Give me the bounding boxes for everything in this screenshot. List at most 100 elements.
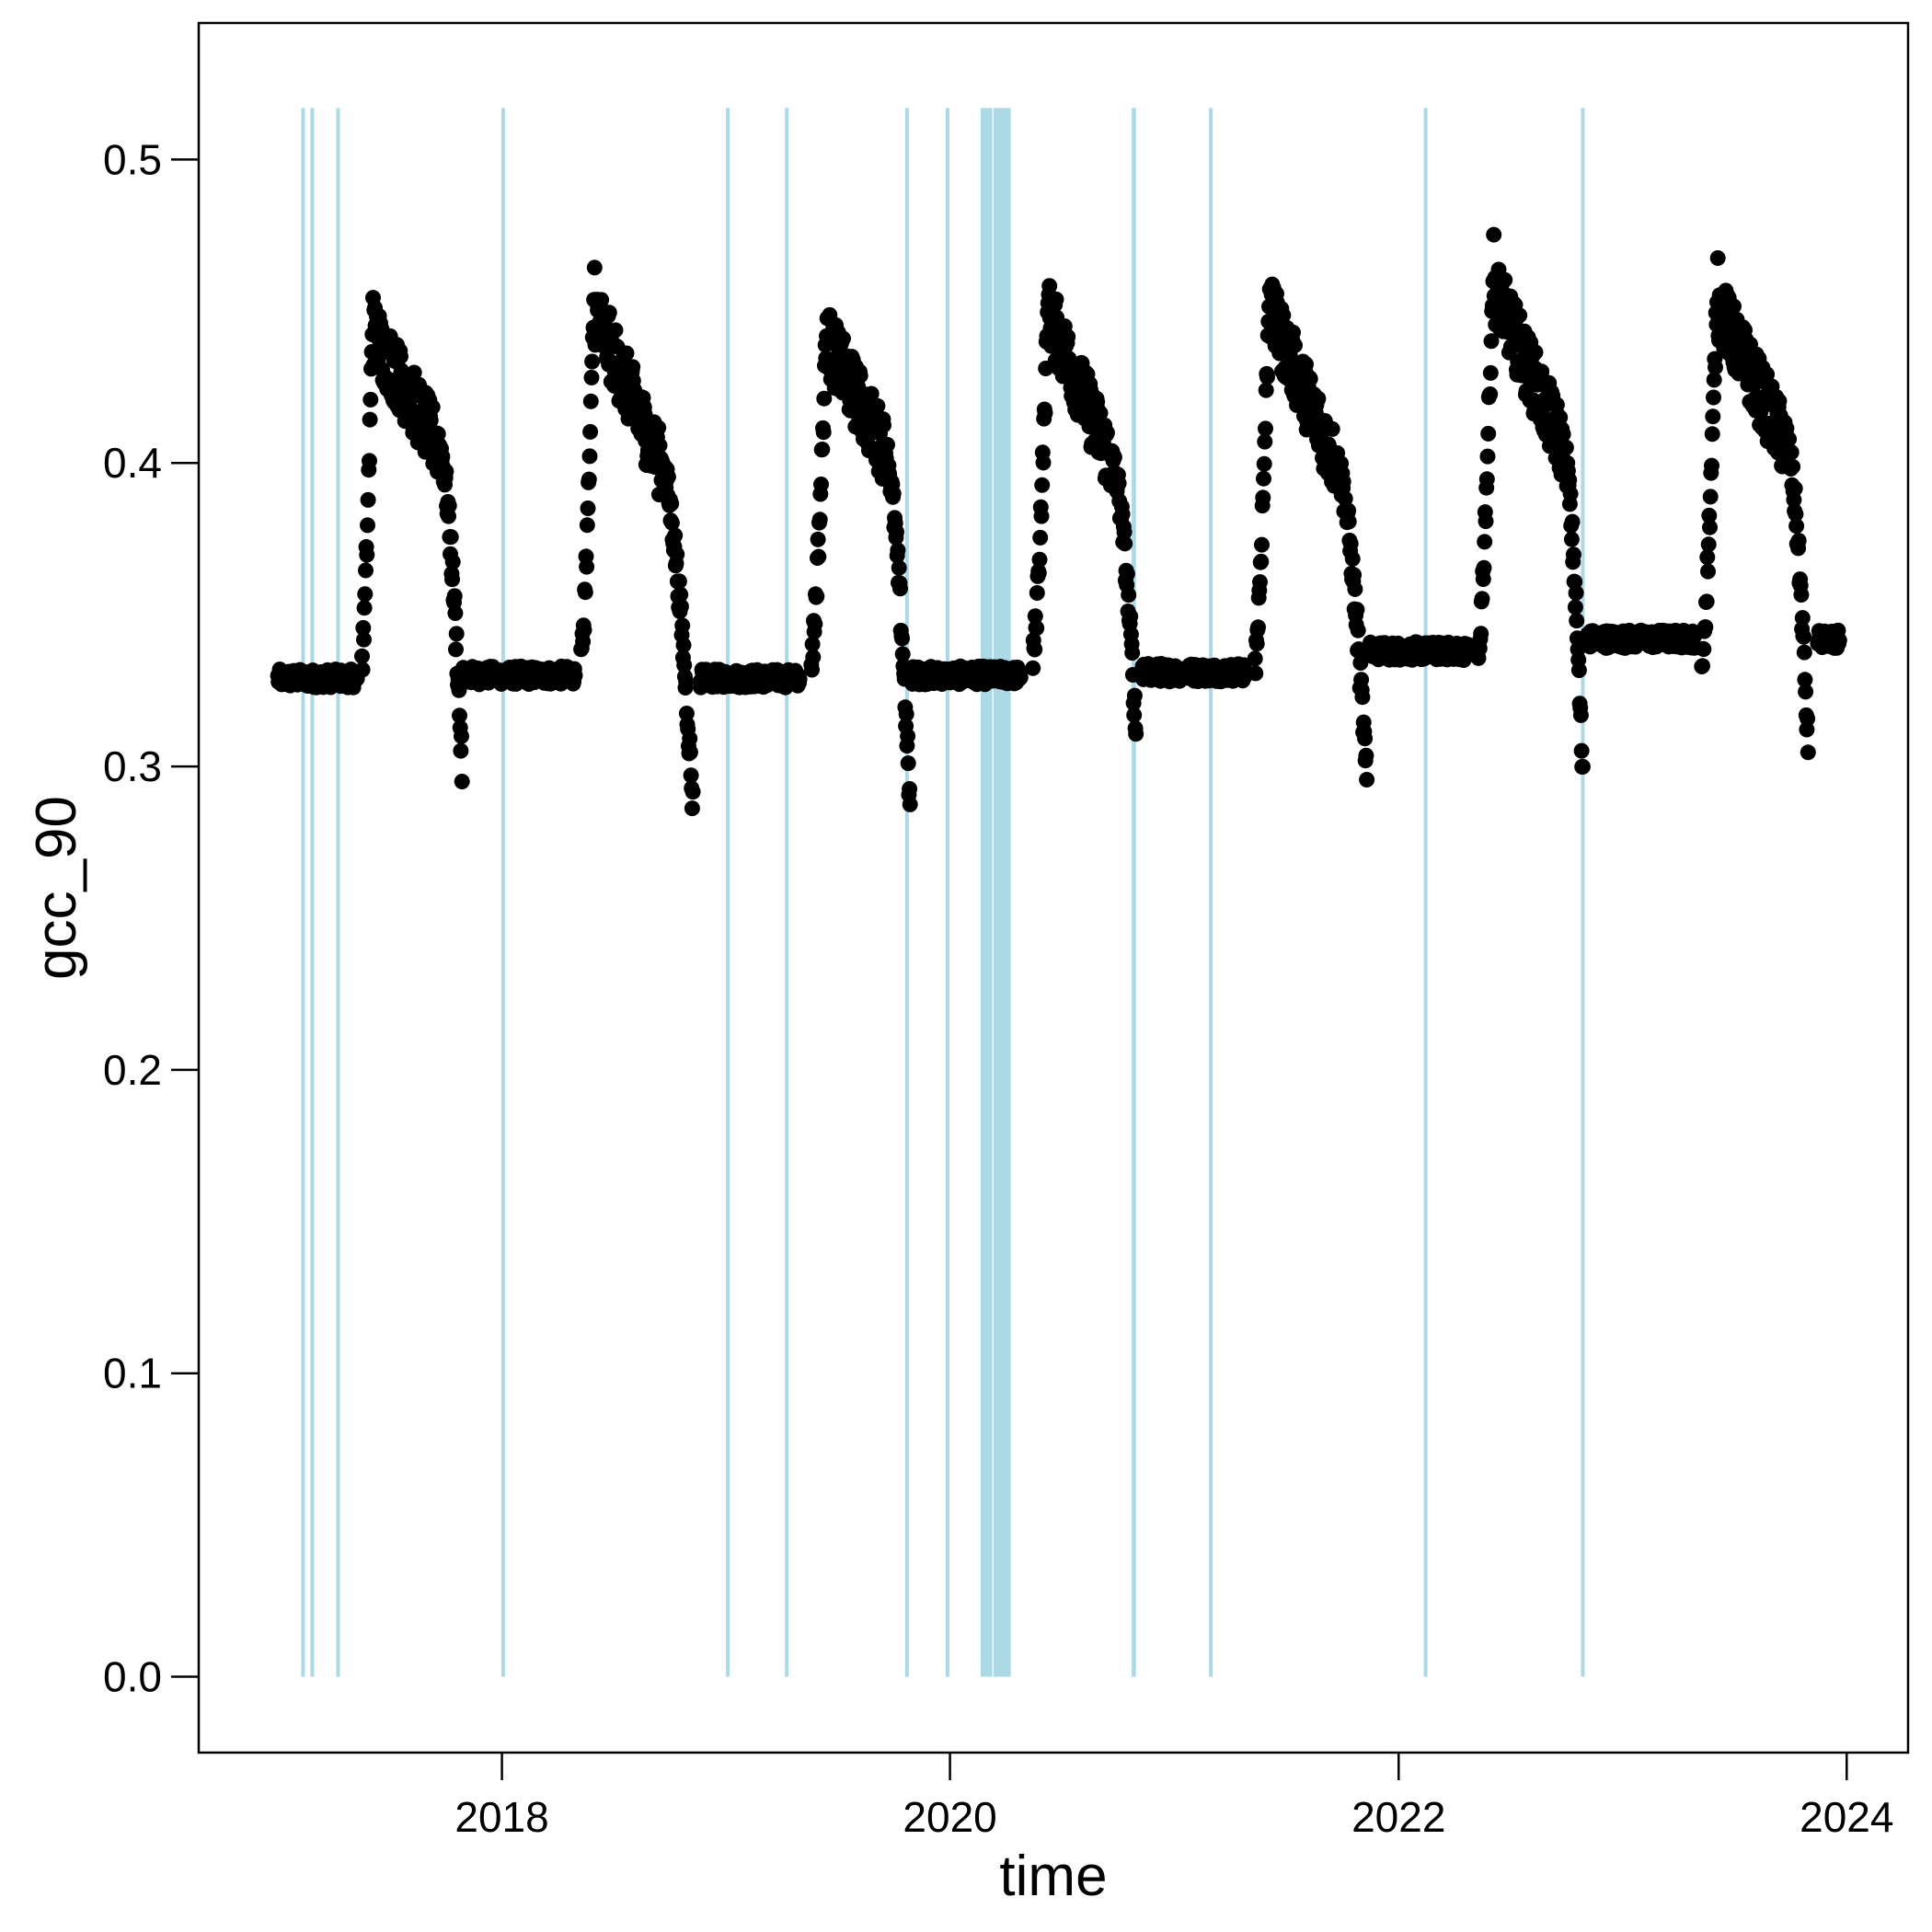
data-point [1302,371,1318,387]
data-point [880,436,895,453]
data-point [406,364,422,381]
data-point [356,600,373,616]
data-point [894,646,911,662]
data-point [1787,480,1803,497]
data-point [890,542,906,558]
data-point [1256,470,1271,487]
data-point [1788,506,1804,523]
data-point [813,477,829,492]
data-point [441,498,457,514]
data-point [453,742,469,759]
data-point [1477,534,1493,550]
data-point [1248,665,1264,682]
data-point [902,781,918,797]
data-point [1704,426,1720,443]
data-point [667,527,684,544]
data-point [835,330,851,347]
data-point [805,649,822,665]
y-tick-label: 0.2 [103,1046,162,1094]
data-point [1124,667,1141,683]
data-point [885,486,902,501]
data-point [454,728,469,744]
data-point [1342,535,1359,552]
data-point [362,391,379,408]
data-point [1572,707,1589,723]
data-point [1258,382,1274,398]
data-point [1563,531,1580,547]
data-point [1119,566,1135,582]
data-point [360,517,375,534]
data-point [1478,471,1495,488]
data-point [1250,619,1266,636]
data-point [1759,366,1776,383]
plot-frame [197,21,1910,1754]
data-point [1358,747,1374,764]
data-point [1337,490,1353,507]
data-point [807,615,823,632]
highlight-band [301,108,305,1677]
data-point [1324,420,1340,437]
data-point [1781,431,1798,447]
data-point [676,657,693,673]
data-point [1254,536,1270,553]
data-point [815,424,832,441]
data-point [684,784,701,800]
data-point [675,637,692,653]
data-point [1037,405,1053,421]
data-point [650,420,667,436]
data-point [1798,684,1814,700]
data-point [1534,363,1550,380]
data-point [1564,513,1581,530]
data-point [1783,444,1800,461]
data-point [1253,553,1270,569]
data-point [582,393,599,409]
data-point [586,259,603,276]
data-point [1034,477,1051,493]
y-axis: 0.0 0.1 0.2 0.3 0.4 0.5 [103,135,199,1701]
data-point [579,517,595,534]
data-point [1310,390,1327,407]
y-tick-label: 0.4 [103,439,162,487]
data-point [577,584,593,601]
data-point [660,468,676,485]
data-point [1027,641,1043,658]
data-point [1695,658,1710,674]
data-point [1800,710,1816,727]
data-point [1128,726,1144,742]
data-point [1025,660,1041,676]
data-point [1354,689,1371,706]
data-point [900,755,916,772]
data-point [1569,630,1585,647]
data-point [601,305,617,321]
data-point [1252,574,1268,591]
highlight-band [336,108,340,1677]
y-tick-label: 0.3 [103,742,162,790]
data-point [1800,744,1816,761]
highlight-band [904,108,909,1677]
highlight-band [993,108,1011,1677]
data-point [1698,593,1715,610]
data-point [1256,455,1272,472]
data-point [1030,565,1047,581]
data-point [1476,559,1492,576]
data-point [576,622,592,638]
data-point [1117,535,1133,552]
data-point [1349,602,1365,618]
data-point [443,529,459,546]
x-axis: 2018 2020 2022 2024 [454,1753,1893,1841]
data-point [1478,513,1494,530]
data-point [902,796,918,812]
data-point [651,437,668,454]
data-point [684,800,700,817]
data-point [1012,669,1029,685]
data-point [618,345,635,362]
y-axis-title: gcc_90 [25,796,88,980]
highlight-band [726,108,730,1677]
data-point [1793,587,1810,603]
data-point [625,359,641,375]
data-point [1696,641,1712,658]
data-point [1790,533,1807,549]
data-point [1565,546,1581,563]
data-point [451,682,467,698]
